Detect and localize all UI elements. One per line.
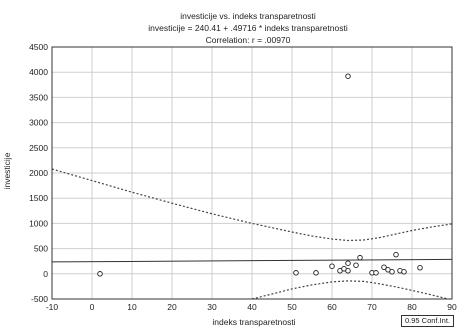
y-tick-6: 2500 [29,143,48,153]
data-point-2 [294,270,299,275]
y-tick-10: 4500 [29,42,48,52]
x-tick-6: 50 [287,302,297,312]
y-tick-3: 1000 [29,218,48,228]
y-tick-7: 3000 [29,118,48,128]
data-point-1 [346,74,351,79]
y-axis-label: investicije [2,152,12,189]
data-point-7 [346,261,351,266]
data-point-9 [354,263,359,268]
data-point-10 [358,255,363,260]
data-point-16 [394,252,399,257]
x-tick-1: 0 [90,302,95,312]
x-tick-9: 80 [407,302,417,312]
legend-conf-int: 0.95 Conf.Int. [401,315,454,327]
x-axis-label: indeks transparetnosti [212,317,295,327]
data-points [98,74,423,276]
x-tick-10: 90 [447,302,457,312]
y-tick-1: 0 [43,269,48,279]
x-tick-2: 10 [127,302,137,312]
data-point-0 [98,272,103,277]
data-point-3 [314,270,319,275]
y-tick-0: -500 [31,294,48,304]
data-point-12 [374,270,379,275]
chart-title-line-3: Correlation: r = .00970 [206,35,291,45]
data-point-18 [402,269,407,274]
y-tick-5: 2000 [29,168,48,178]
chart-title-line-1: investicije vs. indeks transparetnosti [180,11,316,21]
data-point-8 [346,268,351,273]
y-tick-8: 3500 [29,92,48,102]
x-tick-8: 70 [367,302,377,312]
data-point-4 [330,264,335,269]
y-tick-9: 4000 [29,67,48,77]
x-tick-7: 60 [327,302,337,312]
y-tick-2: 500 [34,244,48,254]
data-point-19 [418,265,423,270]
x-tick-5: 40 [247,302,257,312]
data-point-15 [390,269,395,274]
chart-title-line-2: investicije = 240.41 + .49716 * indeks t… [148,23,348,33]
x-tick-4: 30 [207,302,217,312]
y-tick-labels: -500 0 500 1000 1500 2000 2500 3000 3500 4000 4500 [29,42,48,304]
y-tick-4: 1500 [29,193,48,203]
x-tick-3: 20 [167,302,177,312]
conf-band-lower [252,281,448,299]
x-tick-labels: -10 0 10 20 30 40 50 60 70 80 90 [46,302,457,312]
